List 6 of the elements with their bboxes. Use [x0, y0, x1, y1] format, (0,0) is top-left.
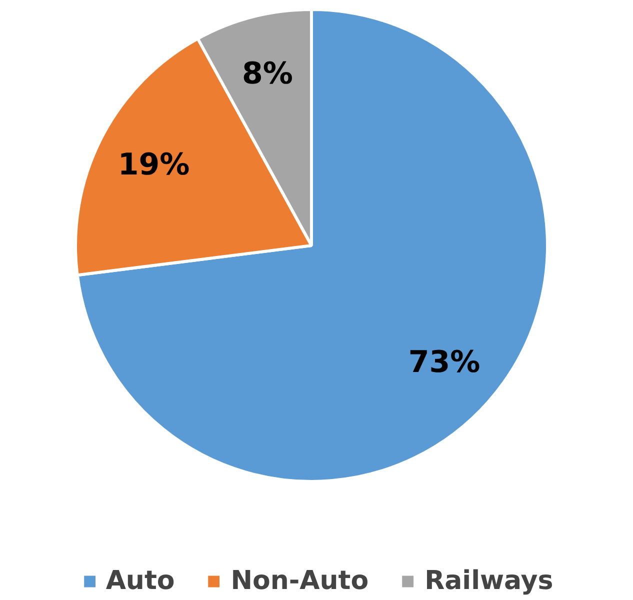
- data-label: 19%: [118, 148, 190, 183]
- data-label: 8%: [242, 56, 293, 92]
- data-label: 73%: [408, 345, 480, 380]
- legend-label: Non-Auto: [230, 566, 369, 596]
- legend-label: Auto: [106, 566, 175, 596]
- legend-label: Railways: [424, 566, 554, 596]
